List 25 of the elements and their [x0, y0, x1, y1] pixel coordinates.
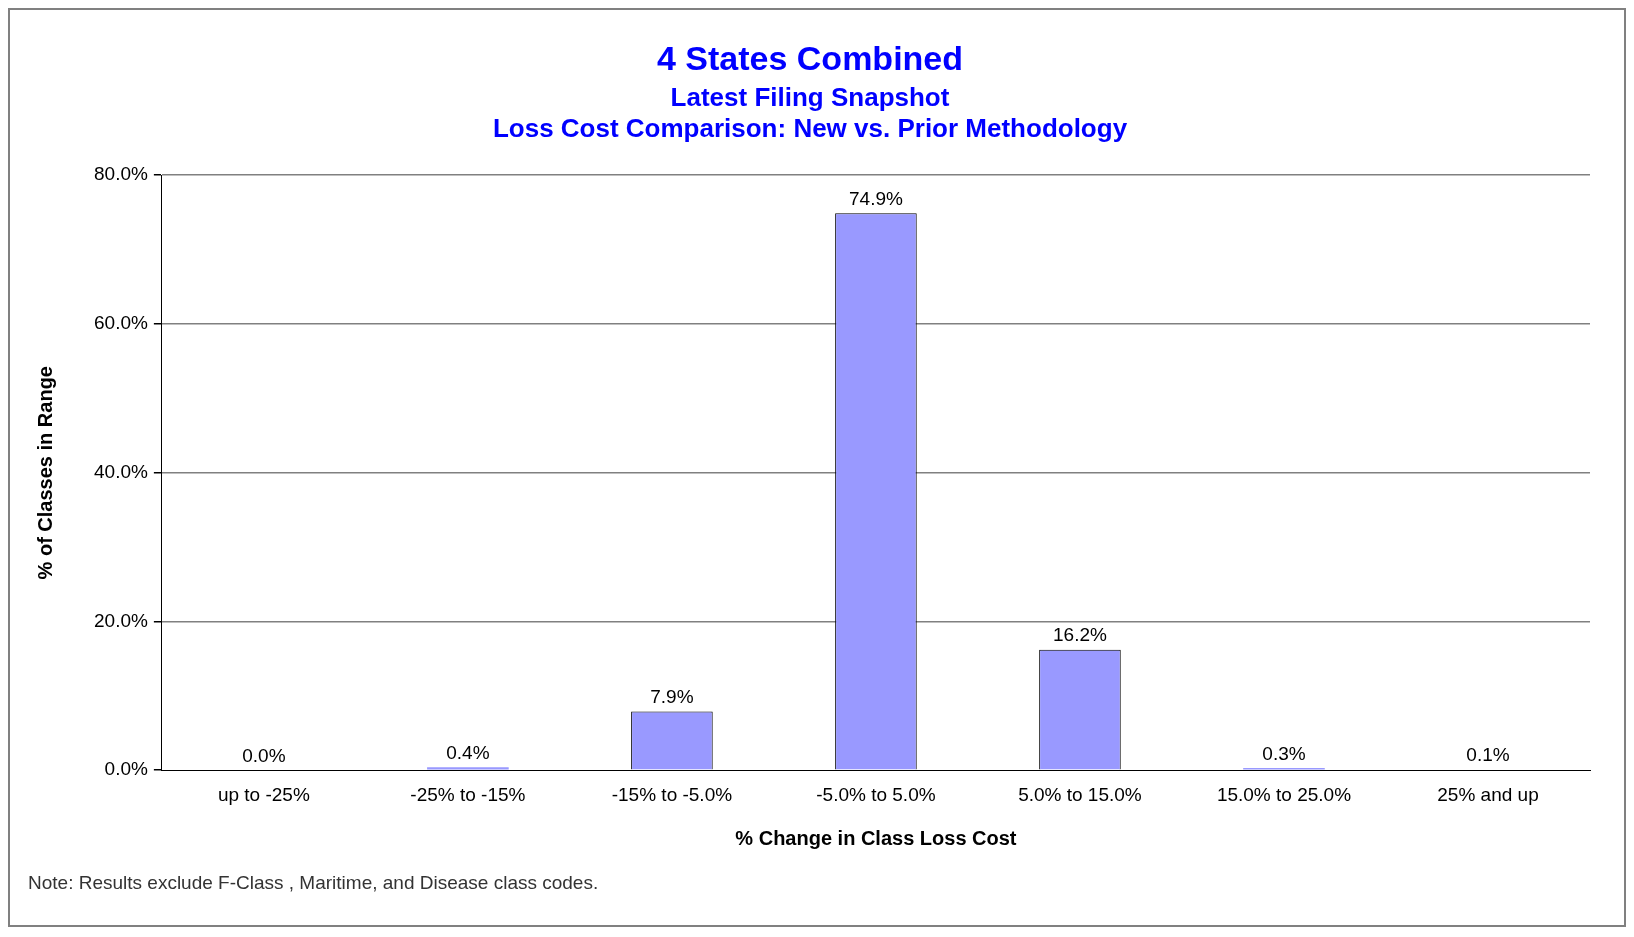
x-tick-label: -5.0% to 5.0%	[816, 783, 936, 805]
data-label: 0.3%	[1262, 742, 1306, 764]
x-tick-label: -15% to -5.0%	[611, 783, 733, 805]
x-tick-label: 15.0% to 25.0%	[1216, 783, 1352, 805]
text: Note: Results exclude F-Class , Maritime, and Disease class codes.	[28, 872, 599, 894]
y-tick-label: 20.0%	[94, 609, 148, 631]
x-tick-label: -25% to -15%	[410, 783, 526, 805]
chart-title: 4 States Combined	[656, 38, 964, 77]
data-label: 0.0%	[242, 744, 286, 766]
data-label: 0.1%	[1466, 744, 1510, 766]
x-tick-label: up to -25%	[217, 783, 310, 805]
data-label: 16.2%	[1053, 624, 1107, 646]
data-label: 74.9%	[849, 187, 903, 209]
y-axis-title: % of Classes in Range	[33, 366, 56, 580]
data-label: 7.9%	[650, 686, 694, 708]
y-tick-label: 40.0%	[94, 460, 148, 482]
chart-subtitle: Latest Filing Snapshot Loss Cost Comparison: New vs. Prior Methodology	[492, 81, 1128, 143]
x-tick-label: 5.0% to 15.0%	[1018, 783, 1142, 805]
x-tick-label: 25% and up	[1437, 783, 1539, 805]
x-axis-title: % Change in Class Loss Cost	[735, 826, 1017, 849]
data-label: 0.4%	[446, 741, 490, 763]
y-tick-label: 80.0%	[94, 163, 148, 185]
y-tick-label: 0.0%	[104, 758, 148, 780]
y-tick-label: 60.0%	[94, 312, 148, 334]
bar	[427, 767, 509, 770]
